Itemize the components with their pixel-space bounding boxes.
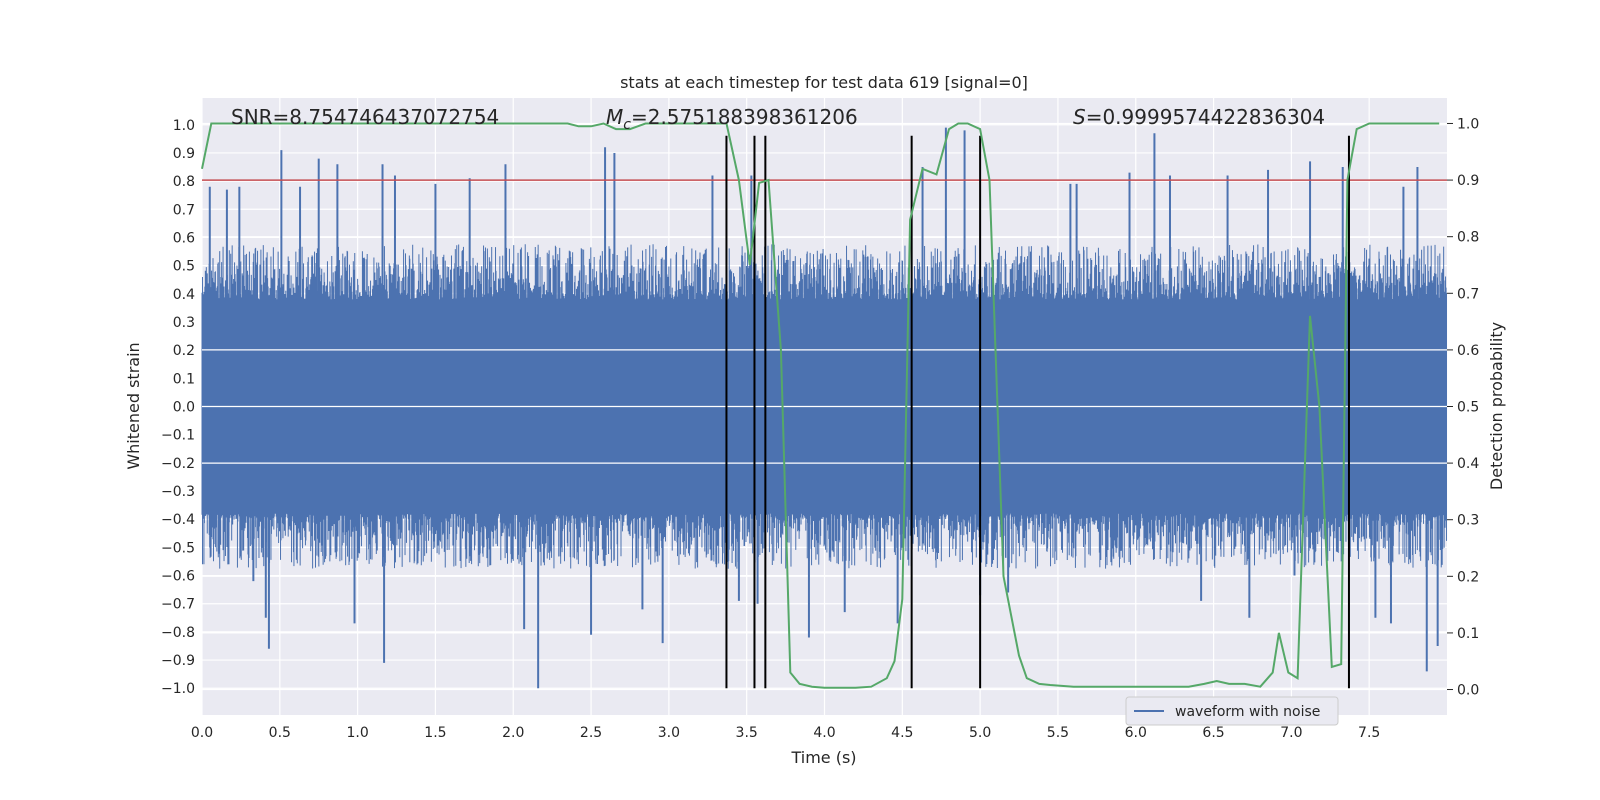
y-right-tick-label: 0.1 bbox=[1457, 626, 1479, 642]
x-tick-label: 1.0 bbox=[346, 725, 368, 741]
y-axis-left-title: Whitened strain bbox=[124, 342, 143, 469]
x-tick-label: 0.5 bbox=[269, 725, 291, 741]
x-tick-label: 0.0 bbox=[191, 725, 213, 741]
x-tick-label: 1.5 bbox=[424, 725, 446, 741]
x-tick-label: 7.0 bbox=[1280, 725, 1302, 741]
y-left-tick-label: −0.9 bbox=[161, 653, 195, 669]
x-tick-label: 2.0 bbox=[502, 725, 524, 741]
y-left-tick-label: 0.3 bbox=[173, 315, 195, 331]
y-right-tick-label: 0.5 bbox=[1457, 400, 1479, 416]
x-tick-label: 6.5 bbox=[1202, 725, 1224, 741]
y-left-tick-label: −0.2 bbox=[161, 456, 195, 472]
y-left-tick-label: −1.0 bbox=[161, 681, 195, 697]
y-left-tick-label: 0.2 bbox=[173, 343, 195, 359]
waveform-series bbox=[201, 127, 1448, 689]
y-axis-left: 1.0 0.9 0.8 0.7 0.6 0.5 0.4 0.3 0.2 0.1 0.0 −0.1 −0.… bbox=[161, 118, 195, 697]
y-axis-right-title: Detection probability bbox=[1487, 322, 1506, 490]
x-tick-label: 2.5 bbox=[580, 725, 602, 741]
x-tick-label: 5.5 bbox=[1047, 725, 1069, 741]
y-left-tick-label: 1.0 bbox=[173, 118, 195, 134]
y-left-tick-label: −0.4 bbox=[161, 512, 195, 528]
x-axis-label: Time (s) bbox=[790, 748, 856, 767]
y-left-tick-label: −0.8 bbox=[161, 625, 195, 641]
y-right-tick-label: 0.6 bbox=[1457, 343, 1479, 359]
x-tick-label: 3.5 bbox=[736, 725, 758, 741]
y-axis-right: 1.0 0.9 0.8 0.7 0.6 0.5 0.4 0.3 0.2 0.1 0.0 bbox=[1447, 116, 1479, 699]
y-right-tick-label: 0.0 bbox=[1457, 683, 1479, 699]
x-tick-label: 7.5 bbox=[1358, 725, 1380, 741]
chirp-mass-value: =2.575188398361206 bbox=[631, 105, 858, 129]
x-axis: 0.0 0.5 1.0 1.5 2.0 2.5 3.0 3.5 4.0 4.5 5.0 5.5 6.0 6… bbox=[191, 725, 1380, 741]
chirp-mass-symbol: M bbox=[606, 105, 623, 129]
legend: waveform with noise bbox=[1125, 696, 1339, 726]
score-annotation: S=0.9999574422836304 bbox=[1073, 105, 1325, 129]
x-tick-label: 4.5 bbox=[891, 725, 913, 741]
y-left-tick-label: 0.7 bbox=[173, 202, 195, 218]
y-left-tick-label: 0.1 bbox=[173, 371, 195, 387]
y-left-tick-label: −0.1 bbox=[161, 428, 195, 444]
y-left-tick-label: 0.0 bbox=[173, 400, 195, 416]
probability-line bbox=[201, 122, 1440, 689]
y-left-tick-label: −0.5 bbox=[161, 540, 195, 556]
y-right-tick-label: 0.7 bbox=[1457, 286, 1479, 302]
y-right-tick-label: 1.0 bbox=[1457, 116, 1479, 132]
y-right-tick-label: 0.9 bbox=[1457, 173, 1479, 189]
y-left-tick-label: −0.7 bbox=[161, 597, 195, 613]
y-left-tick-label: 0.6 bbox=[173, 230, 195, 246]
probability-series bbox=[201, 122, 1440, 689]
score-symbol: S bbox=[1073, 105, 1086, 129]
x-tick-label: 4.0 bbox=[813, 725, 835, 741]
score-value: =0.9999574422836304 bbox=[1086, 105, 1325, 129]
y-right-tick-label: 0.2 bbox=[1457, 569, 1479, 585]
chirp-mass-annotation: Mc=2.575188398361206 bbox=[606, 105, 858, 133]
y-left-tick-label: 0.5 bbox=[173, 259, 195, 275]
x-tick-label: 5.0 bbox=[969, 725, 991, 741]
y-right-tick-label: 0.3 bbox=[1457, 513, 1479, 529]
y-left-tick-label: 0.8 bbox=[173, 174, 195, 190]
y-left-tick-label: −0.6 bbox=[161, 569, 195, 585]
chirp-mass-subscript: c bbox=[623, 117, 631, 133]
y-left-tick-label: 0.4 bbox=[173, 287, 195, 303]
x-tick-label: 6.0 bbox=[1125, 725, 1147, 741]
snr-annotation: SNR=8.754746437072754 bbox=[231, 105, 499, 129]
y-left-tick-label: 0.9 bbox=[173, 146, 195, 162]
y-right-tick-label: 0.4 bbox=[1457, 456, 1479, 472]
y-left-tick-label: −0.3 bbox=[161, 484, 195, 500]
x-tick-label: 3.0 bbox=[658, 725, 680, 741]
chart-title: stats at each timestep for test data 619… bbox=[620, 73, 1028, 92]
legend-label: waveform with noise bbox=[1175, 704, 1320, 720]
y-right-tick-label: 0.8 bbox=[1457, 230, 1479, 246]
legend-box bbox=[1125, 696, 1339, 726]
